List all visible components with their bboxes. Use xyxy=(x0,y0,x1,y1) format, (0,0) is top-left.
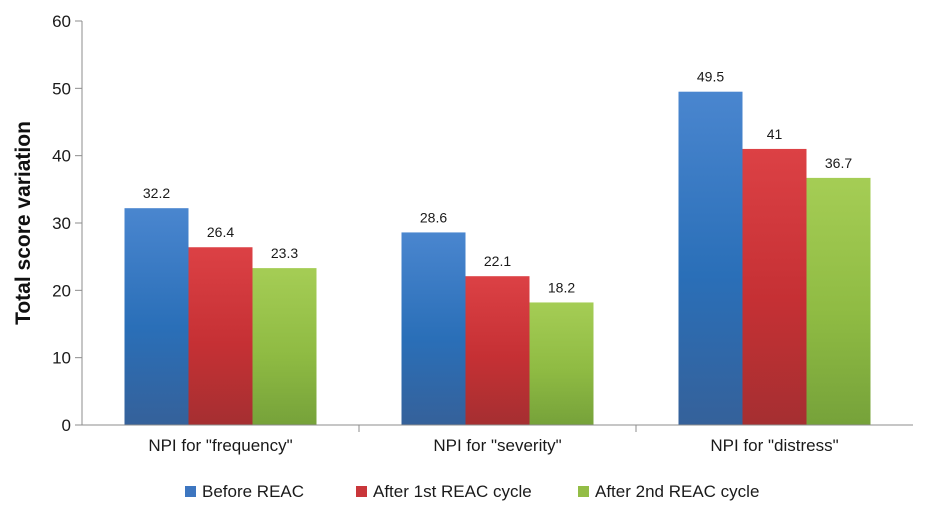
legend-swatch-2 xyxy=(356,486,367,497)
y-tick-label: 50 xyxy=(52,79,71,98)
data-label: 26.4 xyxy=(207,224,234,240)
legend: Before REAC After 1st REAC cycle After 2nd… xyxy=(185,482,759,501)
bar-2-2 xyxy=(465,276,530,425)
x-axis-category-labels: NPI for "frequency" NPI for "severity" NPI… xyxy=(148,425,839,455)
y-tick-label: 10 xyxy=(52,349,71,368)
data-label: 32.2 xyxy=(143,185,170,201)
y-tick-label: 20 xyxy=(52,281,71,300)
data-label: 41 xyxy=(767,126,783,142)
y-tick-label: 0 xyxy=(62,416,71,435)
y-axis-ticks: 0 10 20 30 40 50 60 xyxy=(52,12,82,435)
x-category-label: NPI for "distress" xyxy=(710,436,838,455)
bar-2-1 xyxy=(188,247,253,425)
legend-label-3: After 2nd REAC cycle xyxy=(595,482,759,501)
bar-series xyxy=(124,91,871,425)
bar-1-3 xyxy=(678,91,743,425)
data-label: 28.6 xyxy=(420,209,447,225)
bar-2-3 xyxy=(742,148,807,425)
x-category-label: NPI for "severity" xyxy=(433,436,561,455)
bar-3-2 xyxy=(529,302,594,425)
bar-1-2 xyxy=(401,232,466,425)
y-tick-label: 40 xyxy=(52,147,71,166)
y-tick-label: 30 xyxy=(52,214,71,233)
data-label: 18.2 xyxy=(548,279,575,295)
legend-label-2: After 1st REAC cycle xyxy=(373,482,532,501)
legend-swatch-3 xyxy=(578,486,589,497)
bar-1-1 xyxy=(124,208,189,425)
data-label: 49.5 xyxy=(697,69,724,85)
data-label: 36.7 xyxy=(825,155,852,171)
x-category-label: NPI for "frequency" xyxy=(148,436,292,455)
data-label: 22.1 xyxy=(484,253,511,269)
y-tick-label: 60 xyxy=(52,12,71,31)
legend-swatch-1 xyxy=(185,486,196,497)
legend-label-1: Before REAC xyxy=(202,482,304,501)
y-axis-label: Total score variation xyxy=(12,121,35,325)
data-label: 23.3 xyxy=(271,245,298,261)
bar-3-1 xyxy=(252,268,317,425)
data-labels: 32.2 26.4 23.3 28.6 22.1 18.2 49.5 41 36.7 xyxy=(143,69,852,296)
bar-3-3 xyxy=(806,177,871,425)
